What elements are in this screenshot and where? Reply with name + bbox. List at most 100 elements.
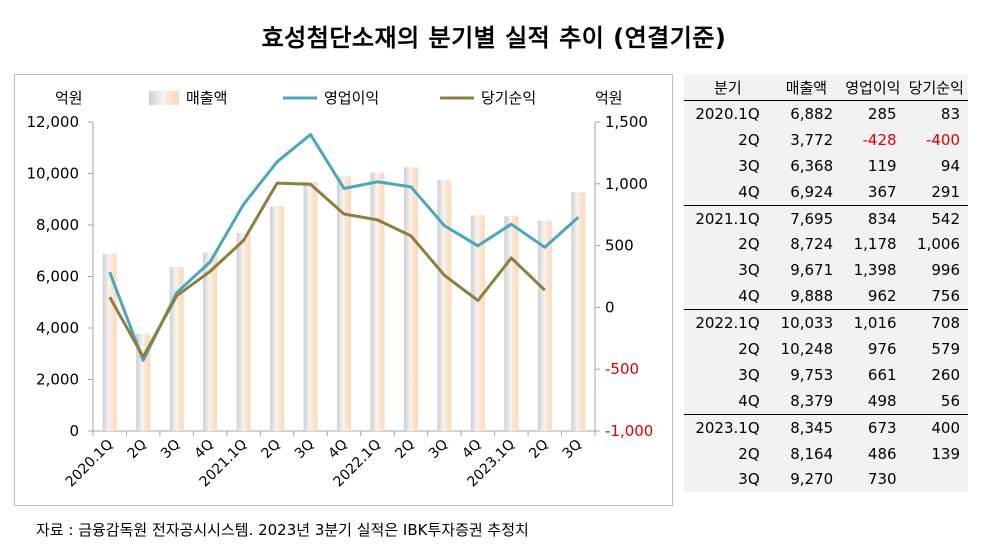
cell-sales: 3,772: [790, 130, 834, 149]
cell-net-profit: 996: [931, 261, 960, 280]
bar-sales: [270, 206, 285, 431]
bar-sales: [437, 179, 452, 431]
right-tick-label: 1,000: [605, 175, 648, 193]
table-row: 2Q 10,248 976 579: [684, 336, 968, 362]
cell-net-profit: -400: [925, 130, 960, 149]
table-row: 4Q 6,924 367 291: [684, 179, 968, 205]
x-tick-label: 3Q: [426, 437, 451, 462]
left-tick-label: 12,000: [27, 113, 80, 131]
right-axis-unit: 억원: [595, 89, 623, 107]
bar-sales: [303, 181, 318, 431]
table-row: 4Q 8,379 498 56: [684, 388, 968, 414]
cell-op-profit: 119: [867, 156, 897, 175]
right-tick-label: 0: [605, 298, 615, 316]
bar-sales: [370, 172, 385, 431]
col-header-sales: 매출액: [771, 74, 842, 101]
table-body: 2020.1Q 6,882 285 83 2Q 3,772 -428 -400 3Q 6,368 1…: [684, 99, 968, 493]
x-tick-label: 4Q: [459, 437, 484, 462]
cell-quarter: 2022.1Q: [684, 309, 772, 337]
cell-op-profit: 367: [867, 182, 897, 201]
cell-sales: 7,695: [771, 204, 842, 232]
left-tick-label: 2,000: [36, 371, 79, 389]
left-tick-label: 4,000: [36, 319, 79, 337]
line-net-profit: [108, 181, 546, 359]
cell-op-profit: 976: [867, 339, 897, 358]
cell-op-profit: 730: [867, 470, 897, 489]
cell-quarter: 3Q: [738, 470, 760, 489]
cell-quarter: 2Q: [738, 130, 760, 149]
cell-net-profit: 94: [940, 156, 960, 175]
bar-sales: [537, 220, 552, 431]
bar-sales: [203, 252, 218, 431]
cell-quarter: 2021.1Q: [684, 204, 772, 232]
table-row: 2Q 3,772 -428 -400: [684, 127, 968, 153]
cell-sales: 10,033: [771, 309, 842, 337]
chart-panel: 0 2,000 4,000 6,000 8,000 10,000 12,000 -1,000 -…: [14, 74, 673, 506]
right-tick-label: 500: [605, 237, 634, 255]
cell-sales: 8,345: [771, 413, 842, 441]
legend-label-net-profit: 당기순익: [481, 89, 536, 107]
col-header-net-profit: 당기순익: [904, 74, 968, 101]
cell-quarter: 2Q: [738, 235, 760, 254]
cell-net-profit: 579: [931, 339, 960, 358]
table-row: 2020.1Q 6,882 285 83: [684, 99, 968, 127]
table-row: 2Q 8,724 1,178 1,006: [684, 231, 968, 257]
table-row: 2021.1Q 7,695 834 542: [684, 204, 968, 232]
col-header-op-profit: 영업이익: [841, 74, 905, 101]
left-tick-label: 0: [69, 422, 79, 440]
results-table: 분기 매출액 영업이익 당기순익 2020.1Q 6,882 285 83 2Q 3,77…: [684, 74, 968, 493]
bar-sales: [236, 232, 251, 431]
table-row: 2Q 8,164 486 139: [684, 441, 968, 467]
cell-net-profit: 756: [931, 287, 960, 306]
legend-label-op-profit: 영업이익: [324, 89, 379, 107]
table-row: 3Q 6,368 119 94: [684, 153, 968, 179]
cell-net-profit: 708: [904, 309, 968, 337]
cell-sales: 9,888: [790, 287, 834, 306]
cell-net-profit: 139: [931, 444, 960, 463]
cell-quarter: 2Q: [738, 339, 760, 358]
cell-sales: 8,379: [790, 391, 834, 410]
cell-op-profit: -428: [862, 130, 897, 149]
cell-op-profit: 962: [867, 287, 897, 306]
right-tick-label: -1,000: [605, 422, 653, 440]
left-tick-label: 6,000: [36, 268, 79, 286]
cell-sales: 6,924: [790, 182, 834, 201]
cell-op-profit: 1,016: [841, 309, 905, 337]
combo-chart: 0 2,000 4,000 6,000 8,000 10,000 12,000 -1,000 -…: [27, 89, 654, 491]
table-row: 2023.1Q 8,345 673 400: [684, 413, 968, 441]
x-tick-label: 2Q: [125, 437, 150, 462]
x-tick-label: 3Q: [560, 437, 585, 462]
bar-sales: [470, 215, 485, 431]
cell-net-profit: 291: [931, 182, 960, 201]
cell-net-profit: 1,006: [917, 235, 960, 254]
cell-quarter: 4Q: [738, 182, 760, 201]
x-tick-label: 3Q: [158, 437, 183, 462]
cell-op-profit: 486: [867, 444, 897, 463]
cell-sales: 9,753: [790, 365, 834, 384]
table-row: 2022.1Q 10,033 1,016 708: [684, 309, 968, 337]
bar-sales: [504, 216, 519, 431]
right-tick-label: -500: [605, 360, 639, 378]
bar-sales: [403, 167, 418, 431]
cell-quarter: 2023.1Q: [684, 413, 772, 441]
cell-sales: 8,724: [790, 235, 834, 254]
x-tick-label: 2020.1Q: [63, 437, 117, 491]
source-note: 자료 : 금융감독원 전자공시시스템. 2023년 3분기 실적은 IBK투자증…: [36, 521, 529, 539]
col-header-quarter: 분기: [684, 74, 772, 101]
cell-quarter: 3Q: [738, 261, 760, 280]
x-tick-label: 3Q: [292, 437, 317, 462]
table-header-row: 분기 매출액 영업이익 당기순익: [684, 74, 968, 101]
cell-net-profit: 56: [940, 391, 960, 410]
x-tick-label: 2Q: [392, 437, 417, 462]
x-tick-label: 2Q: [526, 437, 551, 462]
x-tick-label: 2Q: [258, 437, 283, 462]
bar-sales: [102, 253, 117, 431]
cell-net-profit: 542: [904, 204, 968, 232]
cell-quarter: 3Q: [738, 156, 760, 175]
cell-op-profit: 673: [841, 413, 905, 441]
bar-sales: [571, 192, 586, 431]
cell-net-profit: 83: [904, 99, 968, 127]
cell-net-profit: 260: [931, 365, 960, 384]
cell-sales: 9,270: [790, 470, 834, 489]
cell-quarter: 2020.1Q: [684, 99, 772, 127]
